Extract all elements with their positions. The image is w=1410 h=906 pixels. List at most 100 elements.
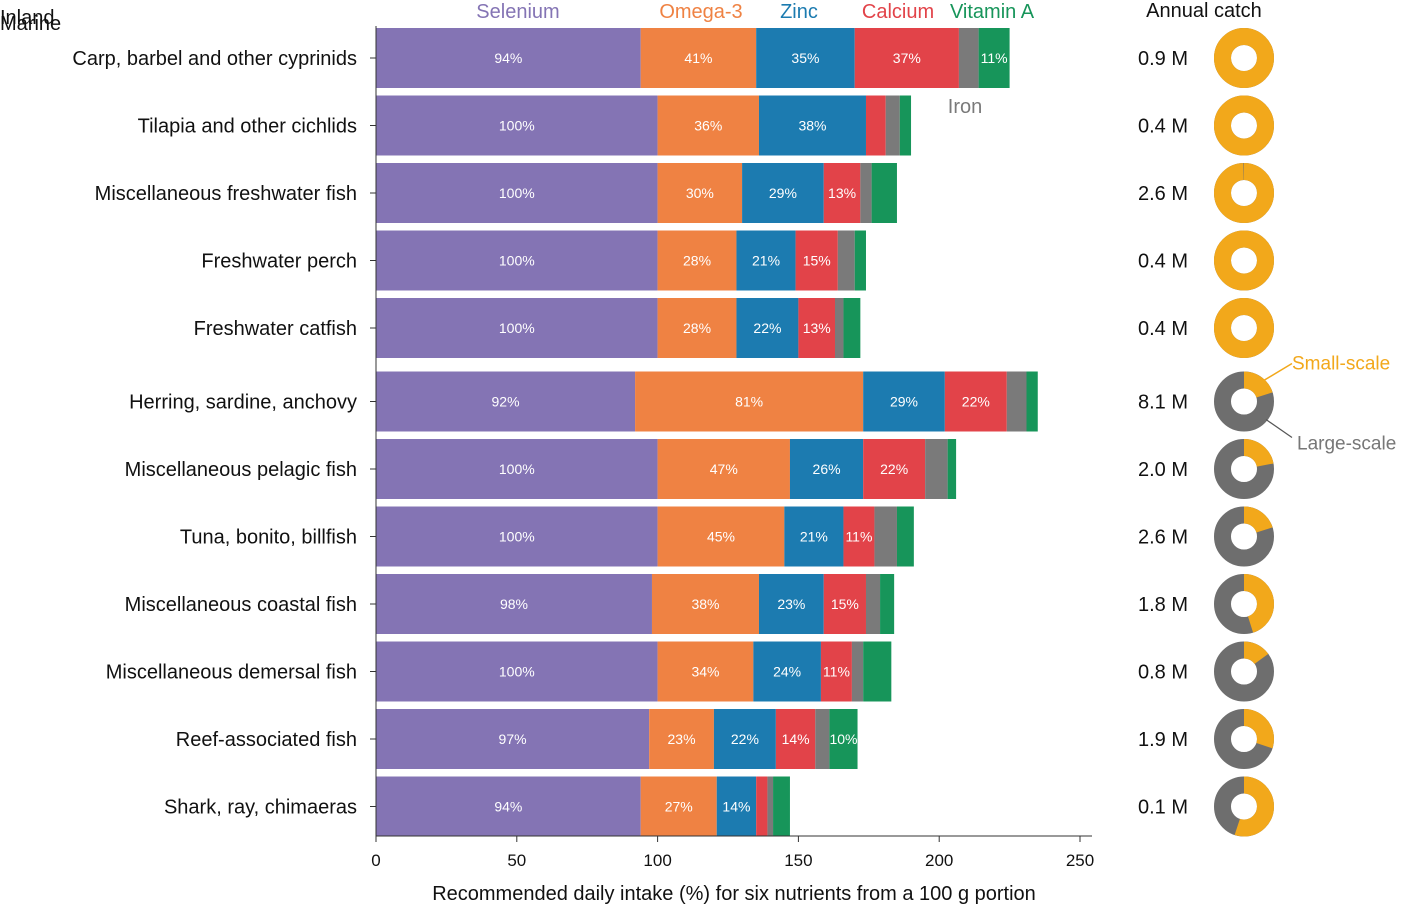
bar-segment-calcium	[865, 95, 886, 156]
bar-segment-calcium	[795, 230, 838, 291]
data-label-calcium: 15%	[803, 253, 831, 269]
bar-segment-selenium	[376, 776, 641, 837]
bar-segment-vitamin-a	[843, 298, 861, 358]
data-label-calcium: 11%	[823, 664, 850, 680]
data-label-calcium: 22%	[962, 394, 990, 410]
bar-segment-selenium	[376, 95, 658, 156]
data-label-omega-3: 30%	[686, 185, 714, 201]
large-scale-label: Large-scale	[1297, 434, 1396, 455]
data-label-selenium: 92%	[492, 394, 520, 410]
bar-segment-vitamin-a	[947, 439, 957, 499]
pie-small-scale	[1214, 574, 1274, 634]
bar-segment-zinc	[716, 776, 757, 837]
data-label-omega-3: 41%	[684, 50, 712, 66]
annual-catch-value: 0.4 M	[1138, 116, 1188, 138]
data-label-calcium: 37%	[893, 50, 921, 66]
data-label-calcium: 15%	[831, 596, 859, 612]
bar-segment-calcium	[798, 298, 836, 358]
bar-segment-vitamin-a	[899, 95, 912, 156]
data-label-omega-3: 81%	[735, 394, 763, 410]
bar-segment-zinc	[784, 506, 844, 567]
data-label-omega-3: 28%	[683, 253, 711, 269]
annual-catch-value: 0.4 M	[1138, 318, 1188, 340]
bar-segment-selenium	[376, 506, 658, 567]
bar-segment-omega-3	[640, 28, 757, 88]
bar-segment-omega-3	[657, 95, 759, 156]
x-tick-label: 100	[643, 851, 671, 870]
bar-segment-omega-3	[640, 776, 717, 837]
data-label-selenium: 100%	[499, 320, 535, 336]
bar-segment-selenium	[376, 371, 636, 432]
legend-calcium: Calcium	[862, 1, 934, 23]
bar-segment-selenium	[376, 163, 658, 223]
x-axis-title: Recommended daily intake (%) for six nut…	[432, 883, 1036, 905]
data-label-zinc: 23%	[777, 596, 805, 612]
bar-segment-iron	[885, 95, 900, 156]
bar-segment-iron	[835, 298, 844, 358]
data-label-vitamin-a: 10%	[829, 731, 857, 747]
pie-small-scale	[1214, 95, 1274, 156]
data-label-zinc: 35%	[791, 50, 819, 66]
pie-small-scale	[1214, 709, 1274, 769]
bar-segment-iron	[860, 163, 872, 223]
bar-segment-zinc	[736, 298, 799, 358]
bar-segment-vitamin-a	[896, 506, 914, 567]
data-label-selenium: 100%	[499, 185, 535, 201]
bar-segment-calcium	[854, 28, 959, 88]
bar-segment-calcium	[820, 641, 852, 702]
x-tick-label: 50	[507, 851, 526, 870]
data-label-vitamin-a: 11%	[981, 50, 1008, 66]
section-marine: Marine	[0, 13, 61, 35]
bar-segment-omega-3	[657, 506, 785, 567]
data-label-selenium: 94%	[494, 799, 522, 815]
small-scale-label: Small-scale	[1292, 354, 1390, 375]
data-label-omega-3: 28%	[683, 320, 711, 336]
bar-segment-omega-3	[657, 439, 790, 499]
pie-small-scale	[1214, 776, 1274, 837]
category-label: Herring, sardine, anchovy	[129, 392, 357, 414]
annual-catch-value: 1.9 M	[1138, 729, 1188, 751]
bar-segment-iron	[837, 230, 855, 291]
data-label-zinc: 22%	[731, 731, 759, 747]
data-label-omega-3: 38%	[691, 596, 719, 612]
annual-catch-value: 8.1 M	[1138, 392, 1188, 414]
data-label-zinc: 29%	[890, 394, 918, 410]
annual-catch-value: 2.6 M	[1138, 527, 1188, 549]
bar-segment-zinc	[756, 28, 855, 88]
legend-zinc: Zinc	[780, 1, 818, 23]
data-label-omega-3: 23%	[668, 731, 696, 747]
data-label-zinc: 26%	[813, 461, 841, 477]
bar-segment-calcium	[863, 439, 926, 499]
pie-small-scale	[1214, 163, 1274, 223]
pie-small-scale	[1214, 28, 1274, 88]
annual-catch-value: 2.6 M	[1138, 183, 1188, 205]
data-label-omega-3: 47%	[710, 461, 738, 477]
data-label-omega-3: 27%	[665, 799, 693, 815]
bar-segment-zinc	[758, 95, 866, 156]
bar-segment-zinc	[713, 709, 776, 769]
bar-segment-iron	[1006, 371, 1027, 432]
bar-segment-iron	[865, 574, 881, 634]
annual-catch-value: 2.0 M	[1138, 459, 1188, 481]
category-label: Shark, ray, chimaeras	[164, 797, 357, 819]
data-label-calcium: 11%	[845, 529, 872, 545]
data-label-selenium: 100%	[499, 664, 535, 680]
category-label: Miscellaneous pelagic fish	[125, 459, 357, 481]
data-label-calcium: 22%	[880, 461, 908, 477]
data-label-calcium: 13%	[828, 185, 856, 201]
bar-segment-iron	[874, 506, 897, 567]
bar-segment-omega-3	[651, 574, 759, 634]
annual-catch-value: 0.9 M	[1138, 48, 1188, 70]
x-tick-label: 0	[371, 851, 380, 870]
data-label-zinc: 38%	[798, 118, 826, 134]
bar-segment-iron	[851, 641, 864, 702]
data-label-calcium: 13%	[803, 320, 831, 336]
data-label-zinc: 24%	[773, 664, 801, 680]
pie-small-scale	[1214, 298, 1274, 358]
bar-segment-iron	[925, 439, 948, 499]
small-scale-leader	[1261, 362, 1293, 383]
bar-segment-vitamin-a	[854, 230, 866, 291]
category-label: Miscellaneous demersal fish	[106, 662, 357, 684]
x-tick-label: 200	[925, 851, 953, 870]
annual-catch-value: 1.8 M	[1138, 594, 1188, 616]
